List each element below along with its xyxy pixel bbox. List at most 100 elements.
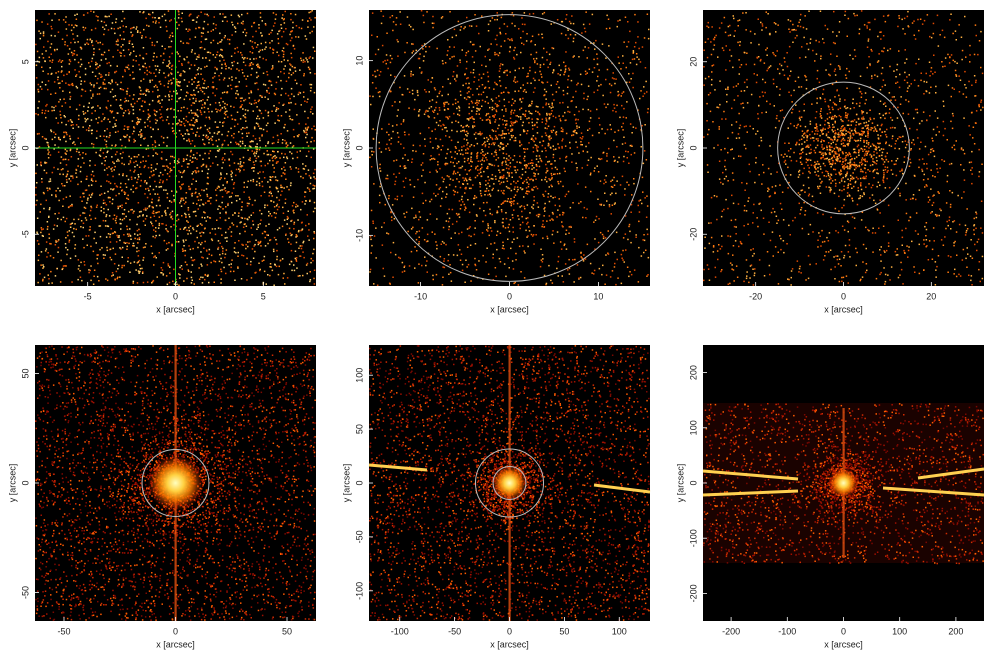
photon (178, 13, 180, 16)
photon (156, 41, 158, 43)
photon (218, 138, 220, 141)
photon (218, 186, 220, 188)
photon (99, 135, 102, 137)
photon (418, 230, 421, 232)
photon (288, 227, 291, 230)
photon (191, 140, 194, 142)
photon (390, 143, 392, 145)
photon (477, 102, 480, 104)
photon (137, 30, 139, 32)
photon (65, 237, 67, 239)
photon (49, 255, 52, 257)
photon (185, 28, 188, 30)
photon (411, 207, 413, 210)
photon (184, 261, 187, 263)
photon (116, 277, 118, 280)
photon (226, 20, 228, 23)
photon (526, 132, 528, 135)
photon (610, 84, 613, 87)
photon (414, 246, 416, 248)
photon (511, 12, 514, 14)
photon (280, 133, 282, 135)
photon (376, 69, 379, 72)
photon (183, 228, 185, 230)
photon (473, 133, 476, 136)
photon (466, 228, 469, 230)
photon (210, 41, 212, 44)
photon (42, 191, 45, 194)
photon (124, 110, 127, 112)
photon (512, 112, 515, 114)
photon (506, 200, 509, 203)
photon (175, 281, 178, 283)
photon (256, 228, 258, 230)
photon (274, 157, 276, 160)
photon (294, 250, 297, 252)
photon (75, 228, 77, 231)
photon (78, 151, 80, 154)
photon (256, 150, 258, 153)
photon (180, 89, 182, 91)
photon (121, 157, 123, 159)
photon (195, 134, 197, 136)
photon (82, 192, 84, 195)
photon (239, 232, 241, 235)
photon (266, 204, 269, 207)
photon (83, 105, 85, 108)
photon (155, 122, 157, 124)
photon (288, 188, 290, 191)
photon (186, 166, 189, 168)
photon (124, 101, 126, 103)
photon (233, 60, 235, 63)
photon (219, 54, 222, 56)
photon (583, 92, 585, 95)
photon (57, 217, 59, 220)
photon (495, 110, 498, 113)
photon (593, 42, 595, 44)
photon (188, 216, 191, 218)
photon (259, 146, 261, 149)
photon (232, 187, 235, 190)
photon (71, 54, 74, 57)
photon (533, 167, 535, 169)
photon (37, 113, 39, 116)
photon (239, 158, 241, 160)
photon (169, 108, 172, 110)
photon (36, 164, 38, 166)
photon (58, 212, 60, 214)
photon (491, 106, 494, 109)
photon (64, 102, 67, 104)
photon (606, 14, 608, 17)
photon (488, 143, 490, 145)
photon (425, 199, 427, 202)
photon (430, 198, 433, 201)
photon (145, 243, 147, 245)
photon (458, 107, 461, 109)
photon (155, 257, 157, 259)
photon (495, 275, 497, 278)
photon (145, 94, 147, 96)
photon (294, 66, 296, 69)
photon (139, 118, 142, 121)
photon (484, 153, 487, 156)
photon (436, 47, 438, 50)
photon (122, 174, 124, 177)
photon (75, 150, 78, 153)
photon (516, 186, 519, 188)
photon (425, 264, 427, 267)
photon (539, 66, 542, 68)
photon (270, 154, 272, 156)
photon (522, 84, 524, 86)
photon (117, 158, 119, 161)
photon (171, 127, 174, 129)
photon (260, 213, 263, 215)
photon (305, 129, 307, 131)
photon (474, 195, 476, 197)
photon (244, 127, 246, 129)
photon (505, 275, 507, 278)
photon (200, 251, 202, 253)
photon (457, 244, 460, 246)
photon (283, 18, 285, 20)
photon (308, 57, 310, 59)
photon (85, 178, 88, 180)
